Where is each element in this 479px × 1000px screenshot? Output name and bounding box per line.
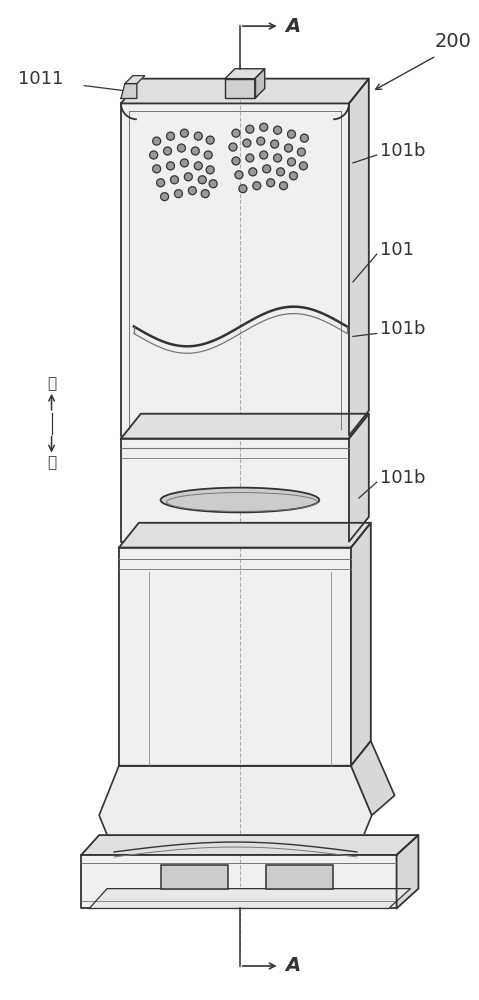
Polygon shape: [349, 414, 369, 542]
Bar: [160, 865, 228, 889]
Text: 上: 上: [47, 377, 56, 392]
Polygon shape: [81, 835, 418, 855]
Circle shape: [198, 176, 206, 184]
Circle shape: [184, 173, 193, 181]
Circle shape: [206, 166, 214, 174]
Circle shape: [276, 168, 285, 176]
Circle shape: [287, 158, 296, 166]
Circle shape: [260, 151, 268, 159]
Circle shape: [267, 179, 274, 187]
Circle shape: [287, 130, 296, 138]
Circle shape: [181, 159, 188, 167]
Circle shape: [206, 136, 214, 144]
Polygon shape: [125, 76, 145, 84]
Polygon shape: [99, 766, 372, 852]
Circle shape: [181, 129, 188, 137]
Circle shape: [164, 147, 171, 155]
Circle shape: [280, 182, 287, 190]
Circle shape: [246, 125, 254, 133]
Circle shape: [157, 179, 165, 187]
Circle shape: [235, 171, 243, 179]
Circle shape: [262, 165, 271, 173]
Circle shape: [271, 140, 279, 148]
Ellipse shape: [160, 488, 319, 512]
Circle shape: [194, 162, 202, 170]
Circle shape: [153, 137, 160, 145]
Bar: [266, 865, 333, 889]
Circle shape: [229, 143, 237, 151]
Text: 101b: 101b: [380, 142, 425, 160]
Circle shape: [274, 154, 282, 162]
Polygon shape: [121, 79, 369, 103]
Text: A: A: [285, 17, 301, 36]
Circle shape: [232, 157, 240, 165]
Text: 1011: 1011: [18, 70, 63, 88]
Polygon shape: [119, 523, 371, 548]
Polygon shape: [119, 548, 351, 766]
Circle shape: [243, 139, 251, 147]
Polygon shape: [121, 103, 349, 436]
Circle shape: [191, 147, 199, 155]
Circle shape: [167, 132, 174, 140]
Circle shape: [153, 165, 160, 173]
Text: A: A: [285, 956, 301, 975]
Polygon shape: [121, 439, 349, 542]
Text: 101: 101: [380, 241, 414, 259]
Polygon shape: [349, 79, 369, 436]
Polygon shape: [121, 414, 369, 439]
Circle shape: [257, 137, 265, 145]
Circle shape: [209, 180, 217, 188]
Circle shape: [150, 151, 158, 159]
Polygon shape: [351, 741, 395, 815]
Text: 200: 200: [434, 32, 471, 51]
Circle shape: [239, 185, 247, 193]
Circle shape: [188, 187, 196, 195]
Polygon shape: [121, 84, 137, 98]
Circle shape: [194, 132, 202, 140]
Circle shape: [289, 172, 297, 180]
Circle shape: [174, 190, 182, 198]
Circle shape: [177, 144, 185, 152]
Circle shape: [297, 148, 305, 156]
Circle shape: [253, 182, 261, 190]
Circle shape: [246, 154, 254, 162]
Text: 101b: 101b: [380, 469, 425, 487]
Circle shape: [204, 151, 212, 159]
Circle shape: [285, 144, 293, 152]
Polygon shape: [397, 835, 418, 908]
Circle shape: [249, 168, 257, 176]
Polygon shape: [225, 69, 265, 79]
Circle shape: [232, 129, 240, 137]
Polygon shape: [255, 69, 265, 98]
Circle shape: [201, 190, 209, 198]
Circle shape: [160, 193, 169, 201]
Polygon shape: [81, 855, 397, 908]
Text: 下: 下: [47, 455, 56, 470]
Circle shape: [299, 162, 308, 170]
Text: 101b: 101b: [380, 320, 425, 338]
Circle shape: [300, 134, 308, 142]
Circle shape: [260, 123, 268, 131]
Polygon shape: [351, 523, 371, 766]
Polygon shape: [225, 79, 255, 98]
Polygon shape: [89, 889, 411, 908]
Circle shape: [171, 176, 179, 184]
Circle shape: [167, 162, 174, 170]
Circle shape: [274, 126, 282, 134]
